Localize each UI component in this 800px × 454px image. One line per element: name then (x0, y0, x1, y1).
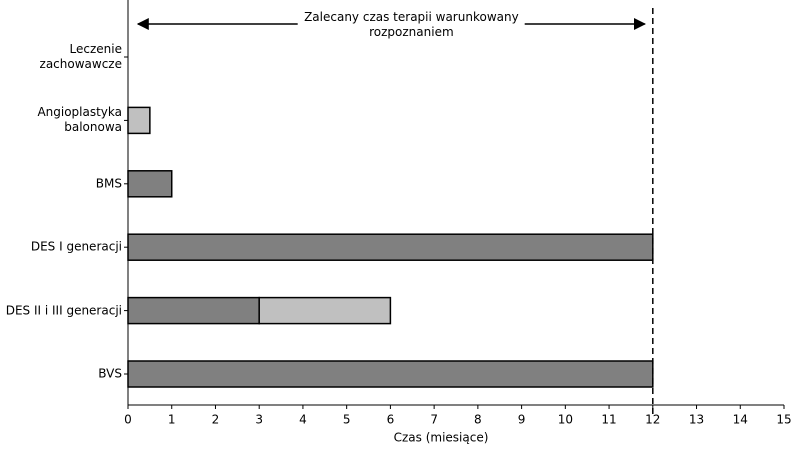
x-tick-label: 13 (689, 413, 704, 427)
x-tick-label: 1 (168, 413, 176, 427)
x-tick-label: 12 (645, 413, 660, 427)
bar (127, 170, 173, 198)
x-axis-label: Czas (miesiące) (394, 431, 489, 445)
x-tick-label: 3 (255, 413, 263, 427)
x-tick-label: 4 (299, 413, 307, 427)
bar (127, 106, 151, 135)
x-tick-label: 6 (387, 413, 395, 427)
x-tick-label: 15 (776, 413, 791, 427)
y-tick-label: BVS (98, 366, 122, 381)
x-tick-label: 10 (558, 413, 573, 427)
y-tick-label: DES II i III generacji (5, 303, 122, 318)
x-tick-label: 0 (124, 413, 132, 427)
x-tick-label: 11 (601, 413, 616, 427)
y-tick-label: Leczenie zachowawcze (39, 42, 122, 71)
y-tick-label: BMS (95, 176, 122, 191)
bar (127, 296, 260, 325)
x-tick-label: 8 (474, 413, 482, 427)
annotation: Zalecany czas terapii warunkowany rozpoz… (298, 10, 525, 40)
x-tick-label: 9 (518, 413, 526, 427)
y-tick-label: Angioplastyka balonowa (37, 105, 122, 135)
bar (127, 233, 654, 261)
y-tick-label: DES I generacji (30, 239, 122, 254)
x-tick-label: 7 (430, 413, 438, 427)
bar (127, 360, 654, 388)
bar (258, 296, 392, 325)
x-tick-label: 14 (733, 413, 748, 427)
x-tick-label: 5 (343, 413, 351, 427)
x-tick-label: 2 (212, 413, 220, 427)
